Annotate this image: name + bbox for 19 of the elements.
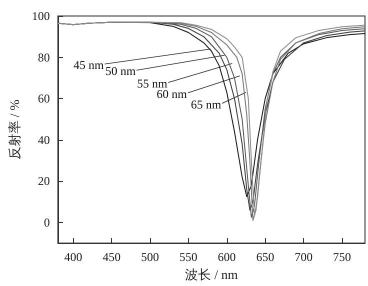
x-tick-label: 650 xyxy=(256,250,274,264)
x-tick-label: 550 xyxy=(179,250,198,264)
y-tick-label: 40 xyxy=(38,132,50,147)
y-tick-label: 60 xyxy=(38,92,50,106)
y-tick-label: 20 xyxy=(38,174,50,188)
x-tick-label: 400 xyxy=(64,250,82,264)
y-tick-label: 0 xyxy=(44,215,50,230)
y-tick-label: 100 xyxy=(32,9,50,23)
y-axis-title: 反射率 / % xyxy=(7,99,22,160)
y-tick-label: 80 xyxy=(38,50,50,64)
x-tick-label: 750 xyxy=(332,250,351,264)
x-axis-title: 波长 / nm xyxy=(185,267,238,282)
annotation: 65 nm xyxy=(190,97,222,112)
x-tick-label: 450 xyxy=(102,250,121,264)
annotation: 50 nm xyxy=(105,64,136,78)
x-tick-label: 500 xyxy=(141,250,160,264)
x-tick-label: 600 xyxy=(218,250,236,264)
annotation: 45 nm xyxy=(74,58,105,72)
x-tick-label: 700 xyxy=(294,250,313,264)
